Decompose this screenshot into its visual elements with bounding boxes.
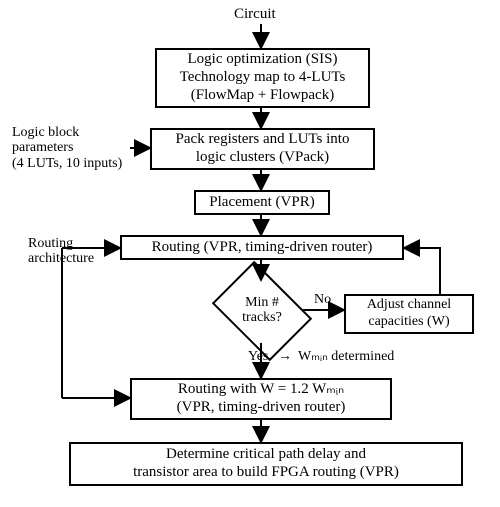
node-text: Pack registers and LUTs into	[176, 131, 350, 147]
decision-line: tracks?	[242, 310, 282, 325]
label-line: architecture	[28, 251, 94, 266]
label-line: Logic block	[12, 125, 79, 140]
flow-start-label: Circuit	[234, 6, 276, 23]
label-no: No	[314, 292, 331, 307]
node-logic-optimization: Logic optimization (SIS) Technology map …	[155, 48, 370, 108]
label-wmin-determined: Wₘᵢₙ determined	[298, 349, 394, 364]
label-yes: Yes	[248, 349, 268, 364]
node-text: transistor area to build FPGA routing (V…	[133, 464, 399, 480]
node-determine-delay: Determine critical path delay and transi…	[69, 442, 463, 486]
wmin-arrow-icon: →	[278, 349, 292, 364]
label-logic-block-params: Logic block parameters (4 LUTs, 10 input…	[12, 125, 122, 171]
decision-line: Min #	[245, 295, 279, 310]
node-routing-2: Routing with W = 1.2 Wₘᵢₙ (VPR, timing-d…	[130, 378, 392, 420]
node-text: Routing with W = 1.2 Wₘᵢₙ	[178, 381, 344, 397]
label-line: Routing	[28, 236, 73, 251]
node-text: (FlowMap + Flowpack)	[191, 87, 334, 103]
decision-text: Min # tracks?	[238, 296, 286, 325]
label-line: parameters	[12, 140, 73, 155]
node-text: Determine critical path delay and	[166, 446, 366, 462]
node-text: Adjust channel	[367, 297, 451, 312]
label-line: (4 LUTs, 10 inputs)	[12, 156, 122, 171]
node-text: Routing (VPR, timing-driven router)	[152, 239, 373, 257]
node-text: logic clusters (VPack)	[196, 149, 329, 165]
node-routing-1: Routing (VPR, timing-driven router)	[120, 235, 404, 260]
node-text: (VPR, timing-driven router)	[177, 399, 346, 415]
node-text: capacities (W)	[368, 314, 449, 329]
node-adjust-channel: Adjust channel capacities (W)	[344, 294, 474, 334]
node-pack-clusters: Pack registers and LUTs into logic clust…	[150, 128, 375, 170]
node-placement: Placement (VPR)	[194, 190, 330, 215]
node-text: Placement (VPR)	[209, 194, 314, 212]
node-text: Logic optimization (SIS)	[188, 51, 338, 67]
label-routing-architecture: Routing architecture	[28, 236, 94, 267]
node-text: Technology map to 4-LUTs	[180, 69, 346, 85]
